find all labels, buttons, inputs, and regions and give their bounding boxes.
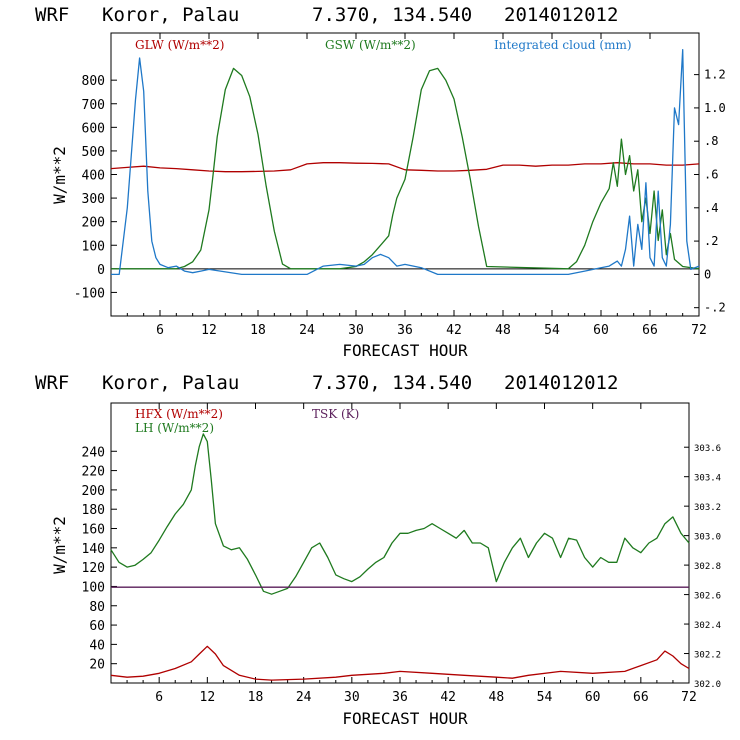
y-tick-label: 200	[82, 216, 105, 231]
y2-tick-label: -.2	[704, 301, 726, 315]
panel1-location: Koror, Palau	[102, 4, 239, 26]
x-tick-label: 48	[489, 690, 505, 705]
y-tick-label: 160	[82, 523, 105, 538]
panel1-legend-cloud: Integrated cloud (mm)	[494, 38, 632, 52]
panel1-x-label: FORECAST HOUR	[342, 341, 468, 360]
panel2-legend-lh: LH (W/m**2)	[135, 421, 214, 435]
x-tick-label: 72	[691, 323, 707, 338]
x-tick-label: 12	[201, 323, 217, 338]
x-tick-label: 66	[642, 323, 658, 338]
panel2-legend-tsk: TSK (K)	[312, 407, 359, 421]
y2-tick-label: 302.8	[694, 562, 721, 572]
y2-tick-label: .2	[704, 234, 718, 248]
panel1-y-ticks: -100 0 100 200 300 400 500 600 700 800	[74, 74, 699, 301]
x-tick-label: 48	[495, 323, 511, 338]
panel1-model: WRF	[35, 4, 69, 26]
y2-tick-label: 303.4	[694, 474, 721, 484]
x-tick-label: 60	[585, 690, 601, 705]
x-tick-label: 24	[299, 323, 315, 338]
series-line-integrated	[111, 48, 700, 276]
x-tick-label: 6	[155, 690, 163, 705]
y-tick-label: 700	[82, 98, 105, 113]
panel2-y2-ticks: 302.0 302.2 302.4 302.6 302.8 303.0 303.2 303.4…	[684, 444, 721, 690]
x-tick-label: 36	[392, 690, 408, 705]
panel2-legend-hfx: HFX (W/m**2)	[135, 407, 223, 421]
y-tick-label: 500	[82, 145, 105, 160]
y-tick-label: 0	[97, 263, 105, 278]
panel1-legend-glw: GLW (W/m**2)	[135, 38, 224, 52]
y-tick-label: 200	[82, 484, 105, 499]
panel2-y-label: W/m**2	[50, 516, 69, 574]
y-tick-label: 20	[89, 658, 105, 673]
x-tick-label: 18	[248, 690, 264, 705]
panel1-legend-gsw: GSW (W/m**2)	[325, 38, 416, 52]
y2-tick-label: 302.4	[694, 621, 721, 631]
y2-tick-label: 0	[704, 267, 711, 281]
panel2-init-time: 2014012012	[504, 372, 618, 394]
panel1-y2-ticks: -.2 0 .2 .4 .6 .8 1.0 1.2	[694, 68, 726, 315]
y-tick-label: 240	[82, 445, 105, 460]
y-tick-label: 300	[82, 192, 105, 207]
series-line-gsw	[111, 67, 700, 270]
y2-tick-label: 302.6	[694, 592, 721, 602]
y2-tick-label: .6	[704, 168, 718, 182]
x-tick-label: 24	[296, 690, 312, 705]
panel2-model: WRF	[35, 372, 69, 394]
panel1-header: WRF Koror, Palau 7.370, 134.540 20140120…	[35, 4, 618, 26]
x-tick-label: 30	[344, 690, 360, 705]
y-tick-label: 40	[89, 638, 105, 653]
y-tick-label: 120	[82, 561, 105, 576]
panel1-series	[110, 48, 700, 276]
panel2-coords: 7.370, 134.540	[312, 372, 472, 394]
panel2-x-label: FORECAST HOUR	[342, 709, 468, 728]
x-tick-label: 60	[593, 323, 609, 338]
panel1-y-label: W/m**2	[50, 146, 69, 204]
y-tick-label: 400	[82, 169, 105, 184]
series-line-lh	[110, 433, 690, 595]
y2-tick-label: 303.2	[694, 503, 721, 513]
y2-tick-label: 1.0	[704, 101, 726, 115]
x-tick-label: 72	[681, 690, 697, 705]
x-tick-label: 54	[537, 690, 553, 705]
series-line-glw	[110, 162, 700, 173]
x-tick-label: 54	[544, 323, 560, 338]
panel2-location: Koror, Palau	[102, 372, 239, 394]
y2-tick-label: 1.2	[704, 68, 726, 82]
y2-tick-label: 302.0	[694, 680, 721, 690]
y-tick-label: 180	[82, 503, 105, 518]
x-tick-label: 12	[200, 690, 216, 705]
y-tick-label: 800	[82, 74, 105, 89]
y-tick-label: 100	[82, 580, 105, 595]
y-tick-label: 140	[82, 542, 105, 557]
y-tick-label: 100	[82, 239, 105, 254]
panel2-header: WRF Koror, Palau 7.370, 134.540 20140120…	[35, 372, 618, 394]
x-tick-label: 42	[446, 323, 462, 338]
panel2-y-ticks: 20 40 60 80 100 120 140 160 180 200 220 240	[82, 445, 117, 673]
panel2-series	[110, 433, 690, 681]
x-tick-label: 30	[348, 323, 364, 338]
y2-tick-label: .4	[704, 201, 718, 215]
series-line-hfx	[110, 645, 690, 681]
x-tick-label: 6	[156, 323, 164, 338]
y-tick-label: -100	[74, 286, 105, 301]
y2-tick-label: 303.6	[694, 444, 721, 454]
x-tick-label: 18	[250, 323, 266, 338]
y-tick-label: 60	[89, 619, 105, 634]
panel2-x-ticks: 6 12 18 24 30 36 42 48 54 60 66 72	[126, 403, 697, 705]
y-tick-label: 600	[82, 121, 105, 136]
x-tick-label: 66	[633, 690, 649, 705]
panel1-coords: 7.370, 134.540	[312, 4, 472, 26]
y2-tick-label: .8	[704, 134, 718, 148]
panel2-frame	[110, 402, 690, 684]
panel1-x-ticks: 6 12 18 24 30 36 42 48 54 60 66 72	[126, 33, 707, 338]
y-tick-label: 80	[89, 600, 105, 615]
panel1-init-time: 2014012012	[504, 4, 618, 26]
y2-tick-label: 302.2	[694, 651, 721, 661]
y2-tick-label: 303.0	[694, 533, 721, 543]
x-tick-label: 42	[440, 690, 456, 705]
y-tick-label: 220	[82, 465, 105, 480]
x-tick-label: 36	[397, 323, 413, 338]
